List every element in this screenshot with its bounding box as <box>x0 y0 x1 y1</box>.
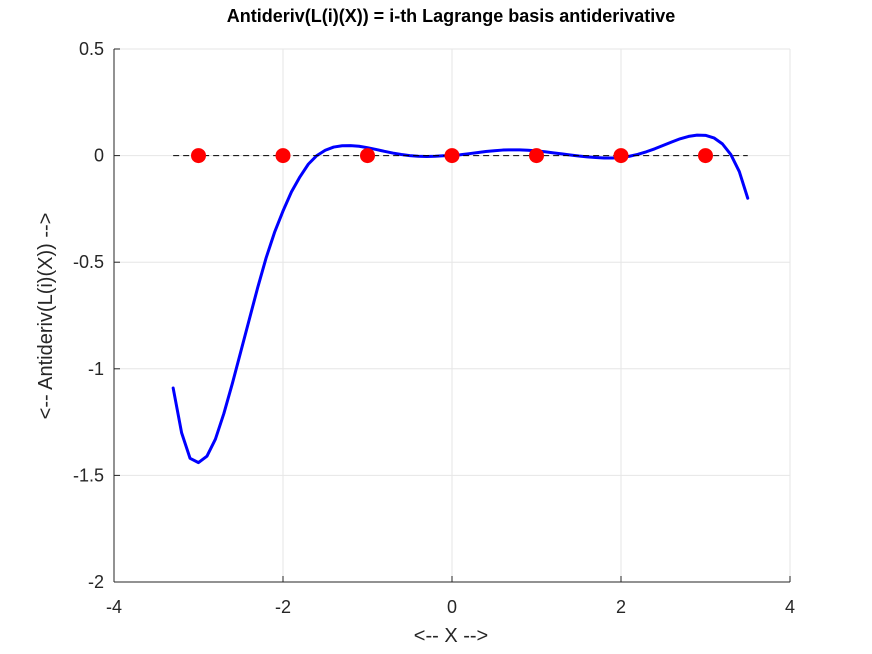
x-tick-label: 0 <box>447 597 457 617</box>
node-point <box>698 148 713 164</box>
y-axis-label: <-- Antideriv(L(i)(X)) --> <box>35 213 57 420</box>
node-point <box>191 148 206 164</box>
x-axis-label: <-- X --> <box>414 625 488 647</box>
y-tick-label: -1.5 <box>73 465 104 485</box>
y-tick-label: -0.5 <box>73 252 104 272</box>
node-point <box>529 148 544 164</box>
plot-area <box>171 133 750 465</box>
y-tick-label: 0.5 <box>79 39 104 59</box>
x-tick-label: 2 <box>616 597 626 617</box>
node-point <box>360 148 375 164</box>
y-tick-label: 0 <box>94 146 104 166</box>
y-tick-label: -1 <box>88 359 104 379</box>
antiderivative-curve <box>171 133 750 465</box>
node-point <box>613 148 629 164</box>
node-point <box>444 148 460 164</box>
y-tick-label: -2 <box>88 572 104 592</box>
chart-title: Antideriv(L(i)(X)) = i-th Lagrange basis… <box>227 6 676 26</box>
x-tick-label: -4 <box>106 597 122 617</box>
x-tick-label: 4 <box>785 597 795 617</box>
ticks: -4 -2 0 2 4-2-1.5-1-0.500.5 <box>73 39 795 617</box>
node-point <box>275 148 291 164</box>
x-tick-label: -2 <box>275 597 291 617</box>
